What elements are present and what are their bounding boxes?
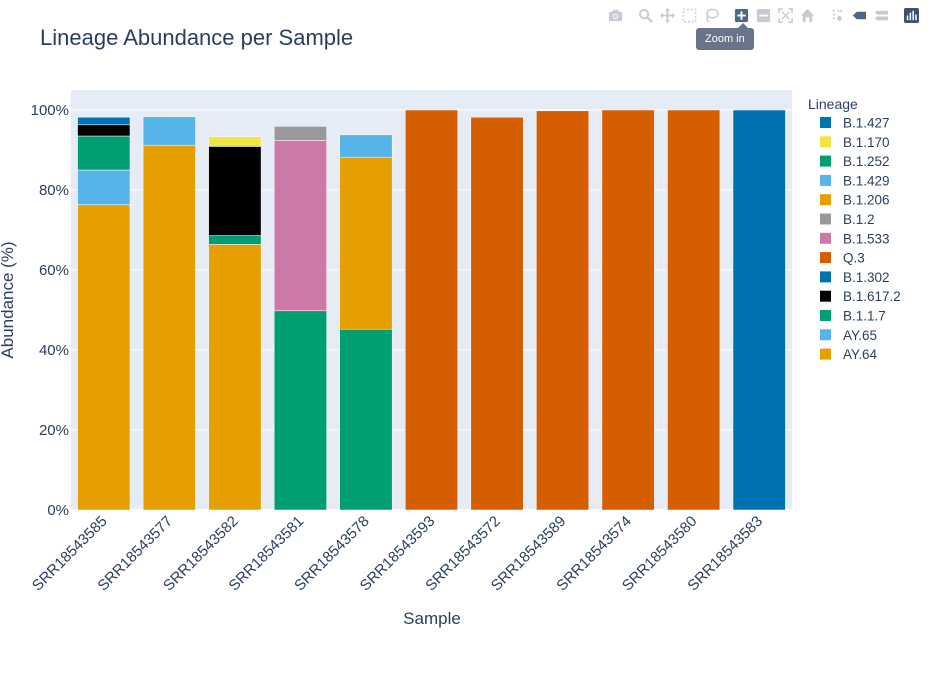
bar-segment[interactable] — [77, 169, 131, 206]
pan-icon[interactable] — [656, 4, 678, 26]
legend-swatch — [820, 271, 831, 283]
legend-item[interactable]: AY.64 — [820, 347, 878, 362]
legend-label: B.1.617.2 — [843, 289, 901, 304]
bar-segment[interactable] — [667, 109, 721, 511]
legend-label: B.1.427 — [843, 116, 890, 131]
legend-label: B.1.533 — [843, 231, 890, 246]
bar-segment[interactable] — [77, 116, 131, 126]
bar-segment[interactable] — [339, 134, 393, 158]
bar-segment[interactable] — [77, 124, 131, 137]
legend-swatch — [820, 290, 831, 302]
autoscale-icon[interactable] — [774, 4, 796, 26]
bar-segment[interactable] — [339, 328, 393, 511]
bar-segment[interactable] — [470, 116, 524, 511]
legend-title: Lineage — [808, 96, 858, 112]
y-tick-label: 40% — [39, 342, 69, 359]
legend-label: B.1.1.7 — [843, 309, 886, 324]
bar-segment[interactable] — [601, 109, 655, 511]
zoom-out-icon[interactable] — [752, 4, 774, 26]
bar-segment[interactable] — [405, 109, 458, 511]
legend-swatch — [820, 174, 831, 186]
legend-item[interactable]: AY.65 — [820, 328, 877, 343]
legend-item[interactable]: Q.3 — [820, 251, 865, 266]
chart-title: Lineage Abundance per Sample — [40, 25, 353, 50]
zoom-icon[interactable] — [634, 4, 656, 26]
legend-item[interactable]: B.1.170 — [820, 135, 890, 150]
legend-label: B.1.2 — [843, 212, 875, 227]
camera-icon[interactable] — [604, 4, 626, 26]
legend-swatch — [820, 136, 831, 148]
legend-label: B.1.429 — [843, 173, 890, 188]
hover-closest-icon[interactable] — [848, 4, 870, 26]
bar-segment[interactable] — [273, 126, 327, 141]
zoom-in-tooltip: Zoom in — [696, 23, 754, 50]
legend-label: AY.64 — [843, 347, 878, 362]
modebar — [604, 4, 922, 26]
bar-segment[interactable] — [77, 135, 131, 171]
bar-segment[interactable] — [77, 204, 131, 511]
reset-axes-icon[interactable] — [796, 4, 818, 26]
legend-item[interactable]: B.1.1.7 — [820, 309, 886, 324]
legend-item[interactable]: B.1.429 — [820, 173, 890, 188]
legend-label: B.1.170 — [843, 135, 890, 150]
legend-swatch — [820, 155, 831, 167]
legend-swatch — [820, 117, 831, 128]
zoom-in-icon[interactable] — [730, 4, 752, 26]
y-tick-label: 60% — [39, 262, 69, 279]
hover-compare-icon[interactable] — [870, 4, 892, 26]
legend-swatch — [820, 232, 831, 244]
legend-label: B.1.302 — [843, 270, 890, 285]
bar-segment[interactable] — [339, 156, 393, 330]
legend-label: Q.3 — [843, 251, 865, 266]
legend-swatch — [820, 348, 831, 360]
y-tick-label: 20% — [39, 422, 69, 439]
bar-segment[interactable] — [273, 310, 327, 511]
bar-segment[interactable] — [208, 244, 262, 511]
legend-label: AY.65 — [843, 328, 877, 343]
legend-item[interactable]: B.1.427 — [820, 116, 890, 131]
y-tick-label: 0% — [47, 502, 69, 519]
bar-segment[interactable] — [536, 110, 590, 511]
bar-segment[interactable] — [208, 235, 262, 245]
y-tick-label: 80% — [39, 182, 69, 199]
legend-swatch — [820, 194, 831, 206]
box-select-icon[interactable] — [678, 4, 700, 26]
bar-segment[interactable] — [142, 144, 196, 511]
legend-item[interactable]: B.1.533 — [820, 231, 890, 246]
legend-item[interactable]: B.1.206 — [820, 193, 890, 208]
spikelines-icon[interactable] — [826, 4, 848, 26]
y-axis-label: Abundance (%) — [0, 241, 17, 358]
y-tick-label: 100% — [31, 102, 69, 119]
legend-swatch — [820, 213, 831, 225]
lasso-select-icon[interactable] — [700, 4, 722, 26]
legend-swatch — [820, 329, 831, 341]
x-axis-label: Sample — [403, 609, 461, 628]
legend-item[interactable]: B.1.2 — [820, 212, 875, 227]
legend-item[interactable]: B.1.617.2 — [820, 289, 901, 304]
legend-item[interactable]: B.1.252 — [820, 154, 890, 169]
legend-swatch — [820, 252, 831, 264]
bar-segment[interactable] — [732, 109, 786, 511]
bar-segment[interactable] — [142, 116, 196, 146]
legend-item[interactable]: B.1.302 — [820, 270, 890, 285]
plotly-logo-icon[interactable] — [900, 4, 922, 26]
bar-segment[interactable] — [273, 140, 327, 312]
legend-label: B.1.206 — [843, 193, 890, 208]
legend-swatch — [820, 310, 831, 321]
bar-segment[interactable] — [208, 146, 262, 236]
bar-segment[interactable] — [208, 136, 262, 147]
legend[interactable]: Lineage B.1.427 B.1.170 B.1.252 B.1.429 B.1.… — [808, 96, 901, 362]
legend-label: B.1.252 — [843, 154, 890, 169]
